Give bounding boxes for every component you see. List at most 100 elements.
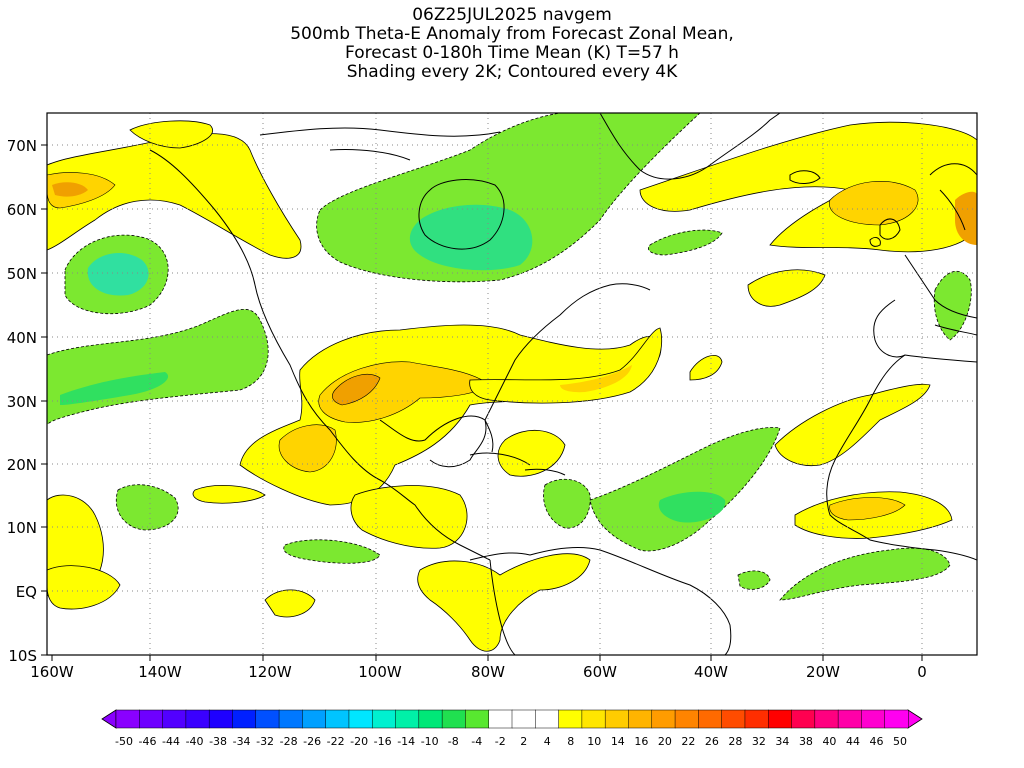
shade-region-e-pacific <box>192 485 266 504</box>
shade-region-atlantic-core <box>658 491 726 523</box>
colorbar-label: 40 <box>822 735 836 748</box>
shade-region-gulf-guinea <box>779 547 951 601</box>
coast-europe-west <box>873 254 977 358</box>
colorbar-label: -34 <box>233 735 251 748</box>
colorbar-swatch <box>278 709 303 729</box>
colorbar-swatch <box>837 709 862 729</box>
lon-label-140w: 140W <box>138 663 182 681</box>
shade-region-w-africa <box>933 270 972 341</box>
shade-region-pacific-ne-yellow <box>129 120 213 149</box>
colorbar-label: 28 <box>728 735 742 748</box>
colorbar-label: 22 <box>681 735 695 748</box>
shade-region-pacific-central-core <box>60 372 169 405</box>
colorbar-swatch <box>767 709 793 729</box>
lon-label-0: 0 <box>917 663 927 681</box>
lat-label-10s: 10S <box>8 647 37 665</box>
map-frame <box>46 112 978 656</box>
shade-region-scandinavia-edge <box>955 191 977 245</box>
colorbar-label: 10 <box>587 735 601 748</box>
shade-region-alaska-orange <box>52 182 88 197</box>
lat-label-30n: 30N <box>7 393 37 411</box>
colorbar-label: -8 <box>448 735 459 748</box>
shade-region-baja <box>278 424 337 473</box>
shade-region-pacific-tropics-2 <box>283 539 381 564</box>
colorbar-swatch <box>628 709 653 729</box>
coast-africa <box>826 354 977 561</box>
colorbar-label: -16 <box>374 735 392 748</box>
colorbar-swatch <box>302 709 327 729</box>
lat-label-20n: 20N <box>7 456 37 474</box>
shade-region-s-america-north <box>417 553 591 652</box>
shade-region-pacific-tropics <box>115 484 179 531</box>
shade-region-pacific-equatorial <box>264 589 316 618</box>
colorbar-swatch <box>348 709 373 729</box>
colorbar-label: -4 <box>471 735 482 748</box>
colorbar-swatch <box>488 709 513 729</box>
colorbar-label: 38 <box>799 735 813 748</box>
colorbar-swatch <box>325 709 350 729</box>
colorbar-swatch <box>371 709 397 729</box>
colorbar-label: -50 <box>115 735 133 748</box>
colorbar-label: -10 <box>421 735 439 748</box>
colorbar-swatch <box>418 709 443 729</box>
colorbar-swatch <box>744 709 769 729</box>
coastlines <box>149 113 977 655</box>
title-line-4: Shading every 2K; Contoured every 4K <box>346 62 678 82</box>
coast-us-east <box>484 283 651 421</box>
colorbar-swatch <box>162 709 187 729</box>
shade-region-mexico-orange <box>332 374 381 406</box>
colorbar-label: 2 <box>520 735 527 748</box>
colorbar-swatch <box>115 709 140 729</box>
colorbar-swatch <box>674 709 699 729</box>
coast-south-america <box>469 547 732 655</box>
colorbar-label: -2 <box>495 735 506 748</box>
colorbar-swatch <box>604 709 630 729</box>
colorbar-label: -32 <box>256 735 274 748</box>
title-line-2: 500mb Theta-E Anomaly from Forecast Zona… <box>290 24 734 44</box>
colorbar-swatch <box>535 709 560 729</box>
colorbar: -50 -46 -44 -40 -38 -34 -32 -28 -26 -22 -20 -16 -14-… <box>101 709 923 748</box>
colorbar-swatch <box>441 709 466 729</box>
colorbar-label: 20 <box>658 735 672 748</box>
colorbar-swatch <box>884 709 909 729</box>
lon-label-100w: 100W <box>358 663 402 681</box>
coast-greenland <box>599 113 781 180</box>
shade-region-atlantic-streak <box>469 327 663 404</box>
colorbar-label: -44 <box>162 735 180 748</box>
colorbar-label: 14 <box>611 735 625 748</box>
lon-label-60w: 60W <box>583 663 617 681</box>
lon-label-120w: 120W <box>248 663 292 681</box>
colorbar-swatch <box>581 709 606 729</box>
coast-scandinavia <box>929 163 977 231</box>
colorbar-swatch <box>185 709 210 729</box>
lat-label-40n: 40N <box>7 329 37 347</box>
colorbar-label: 46 <box>869 735 883 748</box>
lat-label-50n: 50N <box>7 265 37 283</box>
longitude-labels: 160W 140W 120W 100W 80W 60W 40W 20W 0 <box>30 663 927 681</box>
shade-region-pacific-sw-yellow <box>47 565 121 610</box>
shade-region-pacific-sw <box>737 570 771 590</box>
coast-florida <box>484 419 494 453</box>
colorbar-swatch <box>698 709 723 729</box>
lat-label-eq: EQ <box>16 583 37 601</box>
title-line-1: 06Z25JUL2025 navgem <box>412 5 612 25</box>
shade-region-pacific-core <box>87 253 149 296</box>
shade-region-sahel-gold <box>829 497 906 521</box>
colorbar-label: 26 <box>705 735 719 748</box>
colorbar-swatch <box>861 709 886 729</box>
shade-region-norway-gold <box>829 180 919 226</box>
gridlines <box>47 113 977 655</box>
colorbar-swatch <box>814 709 839 729</box>
colorbar-swatch <box>511 709 536 729</box>
shade-region-nw-africa <box>774 383 931 467</box>
colorbar-swatch <box>395 709 420 729</box>
axis-ticks <box>41 144 923 661</box>
coast-iceland <box>789 170 821 184</box>
colorbar-label: -22 <box>327 735 345 748</box>
colorbar-label: 34 <box>775 735 789 748</box>
colorbar-label: 16 <box>634 735 648 748</box>
colorbar-swatch <box>651 709 676 729</box>
colorbar-swatch <box>208 709 234 729</box>
colorbar-swatch <box>791 709 816 729</box>
